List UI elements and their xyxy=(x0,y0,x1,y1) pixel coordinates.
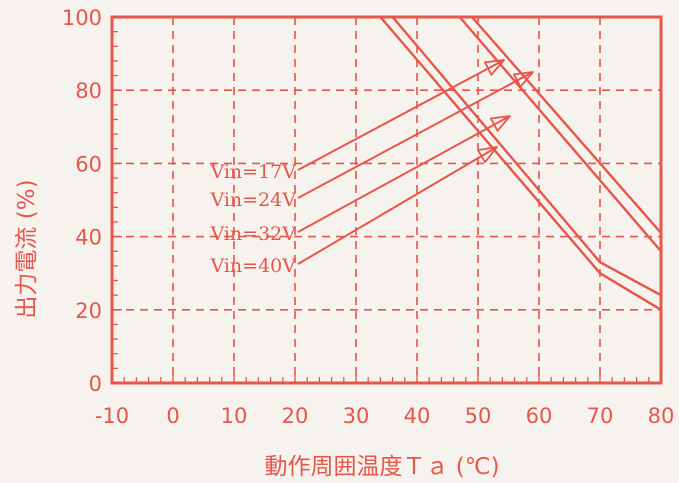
callout-line xyxy=(297,59,505,171)
x-tick-label: 50 xyxy=(465,404,492,428)
series-line xyxy=(112,15,662,234)
minor-ticks xyxy=(111,16,662,384)
callout-line xyxy=(297,115,511,233)
x-tick-label: -10 xyxy=(95,404,129,428)
x-tick-label: 0 xyxy=(166,404,179,428)
x-tick-label: 30 xyxy=(343,404,370,428)
y-tick-label: 100 xyxy=(62,6,102,30)
x-tick-label: 80 xyxy=(648,404,675,428)
y-axis-title: 出力電流 (%) xyxy=(14,179,40,318)
series-label: Vin=17V xyxy=(209,161,296,183)
x-tick-label: 10 xyxy=(221,404,248,428)
y-tick-labels: 0 20 40 60 80 100 xyxy=(62,6,102,396)
arrow-head xyxy=(477,146,498,164)
series-label: Vin=40V xyxy=(209,255,296,277)
y-tick-label: 20 xyxy=(75,299,102,323)
y-tick-label: 80 xyxy=(75,79,102,103)
plot-frame xyxy=(110,15,663,385)
y-tick-label: 60 xyxy=(75,152,102,176)
callout-line xyxy=(297,71,534,199)
x-tick-label: 20 xyxy=(282,404,309,428)
grid-lines xyxy=(112,17,661,383)
y-tick-label: 0 xyxy=(89,372,102,396)
series-line xyxy=(112,15,662,253)
x-tick-label: 60 xyxy=(526,404,553,428)
callout-line xyxy=(297,146,498,265)
series-label: Vin=32V xyxy=(209,223,296,245)
x-tick-label: 70 xyxy=(587,404,614,428)
series-labels: Vin=17V Vin=24V Vin=32V Vin=40V xyxy=(209,161,296,277)
arrow-head xyxy=(512,71,534,88)
x-tick-labels: -10 0 10 20 30 40 50 60 70 80 xyxy=(95,404,675,428)
y-tick-label: 40 xyxy=(75,226,102,250)
callout-arrows xyxy=(297,59,534,265)
x-tick-label: 40 xyxy=(404,404,431,428)
series-label: Vin=24V xyxy=(209,189,296,211)
arrow-head xyxy=(483,59,505,76)
arrow-head xyxy=(489,115,511,132)
x-axis-title: 動作周囲温度Ｔａ (℃) xyxy=(264,454,499,480)
